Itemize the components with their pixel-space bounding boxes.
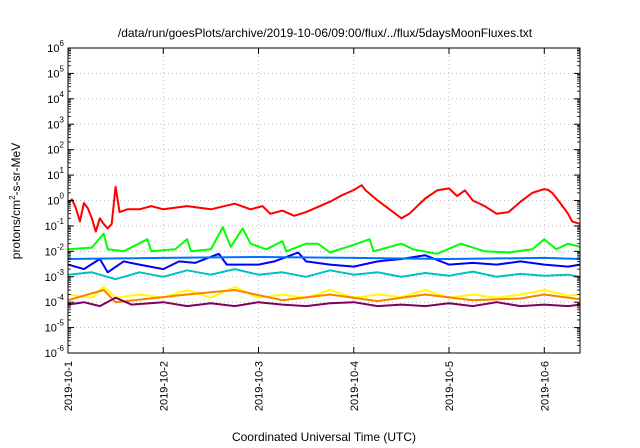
y-tick-base: 10: [45, 297, 57, 309]
y-tick-exp: 4: [60, 90, 65, 99]
y-tick-exp: -3: [57, 268, 65, 277]
y-tick-base: 10: [47, 145, 59, 157]
y-tick-base: 10: [47, 170, 59, 182]
series-line-8: [67, 296, 581, 308]
y-tick-label: 105: [47, 64, 64, 80]
y-tick-base: 10: [47, 43, 59, 55]
y-tick-label: 10-2: [45, 242, 65, 258]
y-tick-exp: 5: [60, 64, 65, 73]
y-tick-label: 104: [47, 90, 64, 106]
x-tick-label: 2019-10-2: [158, 361, 170, 411]
x-tick-label: 2019-10-4: [349, 361, 361, 411]
y-tick-base: 10: [45, 221, 57, 233]
x-tick-label: 2019-10-5: [444, 361, 456, 411]
y-tick-base: 10: [45, 323, 57, 335]
y-tick-base: 10: [47, 196, 59, 208]
y-label-rest: -s-sr-MeV: [9, 143, 23, 196]
y-tick-label: 106: [47, 39, 64, 55]
y-tick-label: 10-6: [45, 344, 65, 360]
y-tick-base: 10: [45, 348, 57, 360]
y-label-base: protons/cm: [9, 200, 23, 259]
series-layer: [67, 184, 581, 308]
y-tick-base: 10: [47, 68, 59, 80]
y-tick-exp: 2: [60, 141, 65, 150]
series-line-4: [67, 268, 581, 281]
series-line-1: [67, 184, 581, 233]
series-line-7: [67, 289, 581, 304]
ticks: [67, 47, 580, 354]
y-tick-label: 102: [47, 141, 64, 157]
y-tick-label: 10-5: [45, 319, 65, 335]
chart-title: /data/run/goesPlots/archive/2019-10-06/0…: [118, 26, 533, 40]
x-tick-labels: 2019-10-1 2019-10-2 2019-10-3 2019-10-4 2019…: [63, 361, 551, 411]
y-axis-label: protons/cm2-s-sr-MeV: [8, 143, 23, 259]
y-tick-exp: -6: [57, 344, 65, 353]
y-tick-exp: -4: [57, 293, 65, 302]
series-line-2: [67, 226, 581, 255]
y-tick-labels: 10-610-510-410-310-210-11001011021031041…: [45, 39, 65, 360]
series-line-5: [67, 256, 581, 260]
y-tick-label: 100: [47, 192, 64, 208]
x-tick-label: 2019-10-1: [63, 361, 75, 411]
y-tick-exp: -5: [57, 319, 65, 328]
y-tick-label: 10-4: [45, 293, 65, 309]
y-tick-exp: 6: [60, 39, 65, 48]
y-tick-base: 10: [47, 94, 59, 106]
y-tick-exp: 3: [60, 115, 65, 124]
y-tick-base: 10: [45, 272, 57, 284]
y-tick-label: 10-3: [45, 268, 65, 284]
y-tick-exp: -2: [57, 242, 65, 251]
x-axis-label: Coordinated Universal Time (UTC): [232, 430, 416, 444]
grid: [68, 48, 580, 353]
x-tick-label: 2019-10-3: [254, 361, 266, 411]
y-tick-base: 10: [45, 246, 57, 258]
y-tick-exp: -1: [57, 217, 65, 226]
series-line-6: [67, 285, 581, 299]
y-tick-label: 10-1: [45, 217, 65, 233]
y-tick-exp: 0: [60, 192, 65, 201]
y-tick-exp: 1: [60, 166, 65, 175]
y-tick-base: 10: [47, 119, 59, 131]
y-label-sup: 2: [8, 195, 17, 200]
y-tick-label: 103: [47, 115, 64, 131]
y-tick-label: 101: [47, 166, 64, 182]
series-line-3: [67, 251, 581, 274]
x-tick-label: 2019-10-6: [539, 361, 551, 411]
